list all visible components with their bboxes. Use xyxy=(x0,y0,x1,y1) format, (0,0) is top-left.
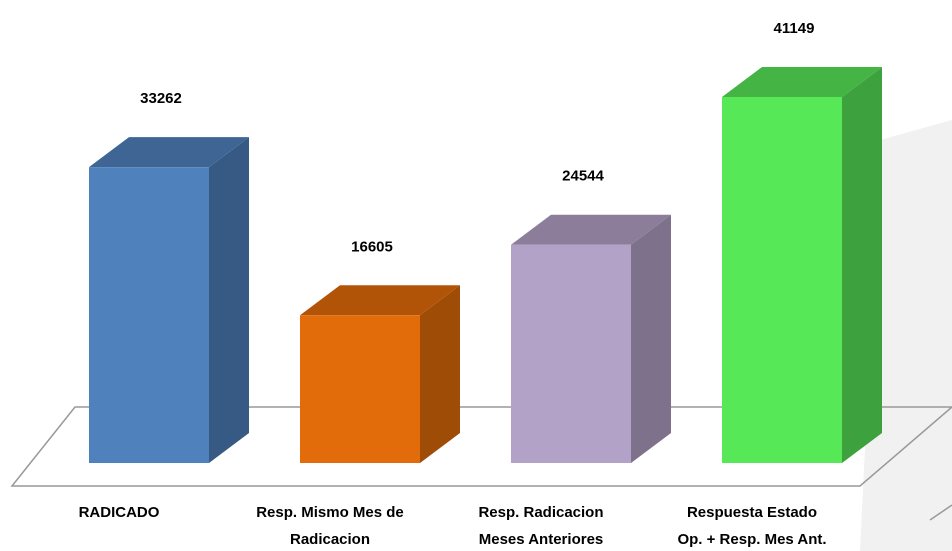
value-label: 41149 xyxy=(774,20,815,37)
bar-side xyxy=(209,137,249,463)
floor-edge xyxy=(929,504,952,521)
x-tick-label: Resp. Mismo Mes de Radicacion xyxy=(256,504,404,548)
bar-top xyxy=(722,67,882,97)
value-label: 24544 xyxy=(562,168,604,185)
value-label: 33262 xyxy=(140,90,182,107)
bar xyxy=(722,97,842,463)
x-tick-label: Respuesta Estado Op. + Resp. Mes Ant. xyxy=(677,504,827,548)
bar xyxy=(300,315,420,463)
bar-side xyxy=(420,285,460,463)
background-shape xyxy=(860,120,952,551)
bar-side xyxy=(631,214,671,463)
bar-top xyxy=(511,214,671,245)
bar xyxy=(511,244,631,463)
x-tick-label: RADICADO xyxy=(78,504,160,521)
floor xyxy=(10,406,952,487)
bar xyxy=(89,167,209,463)
value-label: 16605 xyxy=(351,238,393,255)
bar-top xyxy=(300,285,460,316)
bar-top xyxy=(89,137,249,168)
x-tick-label: Resp. Radicacion Meses Anteriores xyxy=(478,504,604,548)
bar-side xyxy=(842,67,882,463)
